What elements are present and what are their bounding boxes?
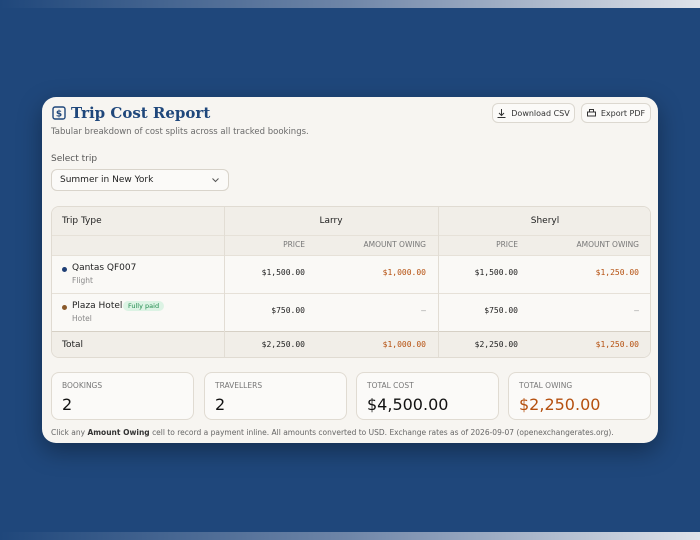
download-csv-button[interactable]: Download CSV xyxy=(492,103,575,123)
amount-owing-cell[interactable]: — xyxy=(421,306,426,315)
subtitle: Tabular breakdown of cost splits across … xyxy=(51,127,309,137)
column-line xyxy=(224,207,225,357)
column-line xyxy=(438,207,439,357)
svg-text:$: $ xyxy=(56,110,62,120)
amount-owing-cell[interactable]: $1,250.00 xyxy=(595,268,639,277)
stat-card: TOTAL COST $4,500.00 xyxy=(356,372,499,420)
row-line xyxy=(52,331,650,332)
total-cell: $2,250.00 xyxy=(261,340,305,349)
price-cell: $750.00 xyxy=(271,306,305,315)
status-badge: Fully paid xyxy=(123,301,165,311)
button-label: Download CSV xyxy=(511,108,570,118)
download-icon xyxy=(497,108,506,118)
print-icon xyxy=(586,108,596,116)
stat-value: 2 xyxy=(215,395,226,414)
title: Trip Cost Report xyxy=(71,104,211,122)
price-cell: $1,500.00 xyxy=(474,268,518,277)
first-column-header: Trip Type xyxy=(62,216,102,226)
amount-owing-cell[interactable]: $1,000.00 xyxy=(382,268,426,277)
stat-card: TRAVELLERS 2 xyxy=(204,372,347,420)
header-bg xyxy=(52,207,650,255)
total-cell: $1,250.00 xyxy=(595,340,639,349)
row-dot xyxy=(62,267,67,272)
traveller-header: Sheryl xyxy=(530,216,560,226)
stat-value: $4,500.00 xyxy=(367,395,449,414)
select-value: Summer in New York xyxy=(60,175,154,185)
trip-select[interactable]: Summer in New York xyxy=(51,169,229,191)
report-icon: $ xyxy=(52,106,66,120)
stat-label: TOTAL COST xyxy=(367,381,414,390)
traveller-header: Larry xyxy=(319,216,343,226)
total-cell: $2,250.00 xyxy=(474,340,518,349)
amount-owing-cell[interactable]: — xyxy=(634,306,639,315)
price-cell: $750.00 xyxy=(484,306,518,315)
stat-value: $2,250.00 xyxy=(519,395,601,414)
select-label: Select trip xyxy=(51,154,98,164)
export-pdf-button[interactable]: Export PDF xyxy=(581,103,651,123)
row-line xyxy=(52,293,650,294)
row-line xyxy=(52,235,650,236)
booking-name: Plaza Hotel xyxy=(72,301,123,311)
top-strip xyxy=(0,0,700,8)
booking-name: Qantas QF007 xyxy=(72,263,137,273)
stat-label: TRAVELLERS xyxy=(215,381,263,390)
subcolumn-header: AMOUNT OWING xyxy=(363,240,426,249)
booking-type: Flight xyxy=(72,276,93,285)
total-bg xyxy=(52,331,650,357)
booking-type: Hotel xyxy=(72,314,92,323)
stat-label: BOOKINGS xyxy=(62,381,103,390)
footnote-emphasis: Amount Owing xyxy=(87,428,150,437)
total-label: Total xyxy=(62,340,84,350)
stat-label: TOTAL OWING xyxy=(519,381,573,390)
stat-value: 2 xyxy=(62,395,73,414)
stat-card: BOOKINGS 2 xyxy=(51,372,194,420)
subcolumn-header: PRICE xyxy=(283,240,305,249)
footnote-text: Click any xyxy=(51,428,86,437)
chevron xyxy=(212,178,219,183)
price-cell: $1,500.00 xyxy=(261,268,305,277)
row-dot xyxy=(62,305,67,310)
subcolumn-header: PRICE xyxy=(496,240,518,249)
footnote: Click any Amount Owing cell to record a … xyxy=(51,428,614,437)
cost-table: Trip Type Larry PRICE AMOUNT OWING Sheryl PRI… xyxy=(51,206,651,358)
stat-card: TOTAL OWING $2,250.00 xyxy=(508,372,651,420)
row-line xyxy=(52,255,650,256)
total-cell: $1,000.00 xyxy=(382,340,426,349)
footnote-text: cell to record a payment inline. All amo… xyxy=(152,428,614,437)
subcolumn-header: AMOUNT OWING xyxy=(576,240,639,249)
bottom-strip xyxy=(0,532,700,540)
button-label: Export PDF xyxy=(600,108,646,118)
